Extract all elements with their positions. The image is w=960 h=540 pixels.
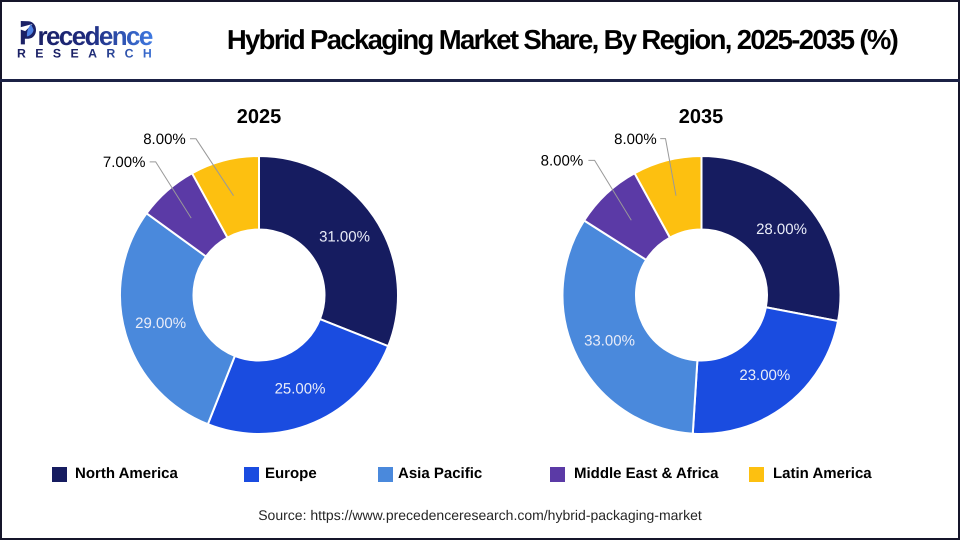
svg-text:28.00%: 28.00% xyxy=(756,221,807,238)
svg-text:8.00%: 8.00% xyxy=(143,131,186,148)
svg-text:recedence: recedence xyxy=(38,21,153,51)
svg-text:7.00%: 7.00% xyxy=(103,154,146,171)
svg-text:8.00%: 8.00% xyxy=(614,131,657,148)
svg-text:23.00%: 23.00% xyxy=(739,367,790,384)
svg-text:8.00%: 8.00% xyxy=(541,152,584,169)
svg-text:29.00%: 29.00% xyxy=(135,315,186,332)
svg-text:31.00%: 31.00% xyxy=(319,229,370,246)
svg-text:25.00%: 25.00% xyxy=(275,380,326,397)
svg-text:RESEARCH: RESEARCH xyxy=(17,47,161,61)
svg-text:33.00%: 33.00% xyxy=(584,333,635,350)
